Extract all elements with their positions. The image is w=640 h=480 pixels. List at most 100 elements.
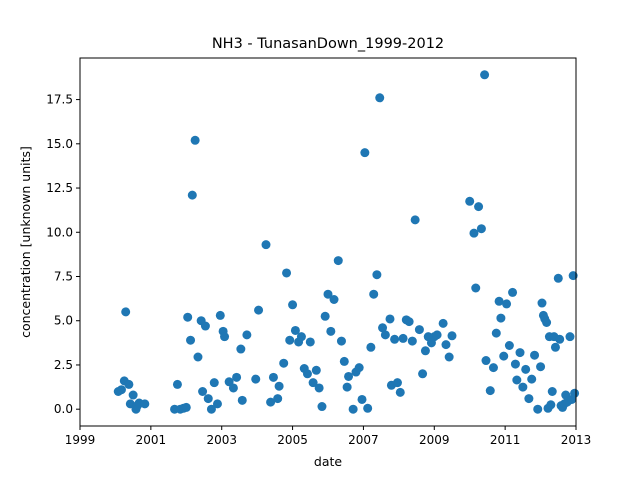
data-point-120 <box>521 364 531 374</box>
data-point-146 <box>570 388 580 398</box>
data-point-1 <box>116 385 126 395</box>
data-point-98 <box>444 352 454 362</box>
data-point-47 <box>288 300 298 310</box>
data-point-107 <box>485 386 495 396</box>
data-point-71 <box>360 148 370 158</box>
data-point-10 <box>140 399 150 409</box>
data-point-79 <box>385 314 395 324</box>
x-tick-label: 2005 <box>277 433 308 447</box>
data-point-63 <box>336 336 346 346</box>
plot-frame <box>79 57 577 427</box>
data-point-53 <box>305 337 315 347</box>
data-point-136 <box>553 273 563 283</box>
data-point-97 <box>441 340 451 350</box>
data-point-69 <box>354 363 364 373</box>
y-tick-label: 7.5 <box>54 270 73 284</box>
data-point-110 <box>494 296 504 306</box>
data-point-81 <box>390 334 400 344</box>
data-point-101 <box>469 228 479 238</box>
data-point-99 <box>447 331 457 341</box>
data-point-78 <box>380 330 390 340</box>
data-point-40 <box>266 397 276 407</box>
data-point-22 <box>198 387 208 396</box>
data-point-30 <box>220 332 230 342</box>
x-tick-label: 2011 <box>490 433 521 447</box>
data-point-145 <box>568 271 578 281</box>
data-point-18 <box>187 190 197 200</box>
data-point-114 <box>504 341 514 350</box>
y-tick-label: 15.0 <box>46 137 73 151</box>
data-point-133 <box>547 387 557 396</box>
data-point-113 <box>502 299 512 309</box>
x-axis-label: date <box>314 454 342 469</box>
data-point-57 <box>317 402 327 412</box>
data-point-5 <box>125 399 135 409</box>
data-point-15 <box>181 402 191 412</box>
data-point-121 <box>524 394 534 404</box>
data-point-26 <box>209 378 219 388</box>
data-point-3 <box>121 307 131 317</box>
data-point-56 <box>314 383 324 393</box>
data-point-91 <box>420 346 430 356</box>
x-tick-label: 2001 <box>136 433 167 447</box>
data-point-74 <box>369 289 379 299</box>
data-point-96 <box>438 318 448 328</box>
data-point-44 <box>279 358 289 368</box>
data-point-23 <box>200 321 210 331</box>
data-point-28 <box>215 310 225 320</box>
y-tick-label: 0.0 <box>54 402 73 416</box>
data-point-124 <box>533 404 543 414</box>
y-tick-label: 2.5 <box>54 358 73 372</box>
x-axis-ticks: 1999 2001 2003 2005 2007 2009 2011 2013 <box>65 426 591 447</box>
data-point-39 <box>261 240 271 250</box>
data-point-116 <box>510 359 520 369</box>
data-point-126 <box>537 298 547 308</box>
data-point-37 <box>251 374 261 384</box>
data-point-73 <box>366 342 376 352</box>
data-point-50 <box>296 332 306 342</box>
data-point-102 <box>471 283 481 293</box>
data-point-16 <box>183 312 193 322</box>
data-point-4 <box>124 379 134 389</box>
data-point-34 <box>236 344 246 354</box>
data-point-32 <box>228 383 238 393</box>
data-point-43 <box>274 381 284 391</box>
data-point-52 <box>302 369 312 379</box>
data-point-12 <box>172 379 182 389</box>
data-point-48 <box>290 325 300 335</box>
data-point-62 <box>333 256 343 266</box>
data-point-105 <box>480 70 490 80</box>
data-point-75 <box>372 270 382 280</box>
y-axis-label: concentration [unknown units] <box>18 146 33 338</box>
data-point-45 <box>282 268 292 278</box>
x-tick-label: 2003 <box>206 433 237 447</box>
data-point-100 <box>465 196 475 206</box>
y-tick-label: 5.0 <box>54 314 73 328</box>
data-point-25 <box>206 404 216 414</box>
data-point-122 <box>527 374 537 384</box>
x-tick-label: 2007 <box>348 433 379 447</box>
data-point-132 <box>546 400 556 410</box>
data-point-137 <box>555 334 565 344</box>
data-point-103 <box>474 202 484 212</box>
data-point-33 <box>232 372 242 382</box>
data-point-111 <box>496 313 506 323</box>
data-point-118 <box>515 348 525 358</box>
x-tick-label: 1999 <box>65 433 96 447</box>
data-point-108 <box>488 363 498 373</box>
y-tick-label: 17.5 <box>46 93 73 107</box>
data-point-60 <box>326 326 336 336</box>
data-point-82 <box>392 378 402 388</box>
y-tick-label: 12.5 <box>46 181 73 195</box>
data-point-55 <box>311 365 321 375</box>
data-point-66 <box>344 371 354 381</box>
data-point-77 <box>378 323 388 333</box>
data-point-88 <box>410 215 420 225</box>
data-point-65 <box>342 382 352 392</box>
data-point-54 <box>308 378 318 388</box>
data-point-46 <box>285 335 295 345</box>
data-point-6 <box>128 390 138 400</box>
data-point-42 <box>273 394 283 404</box>
